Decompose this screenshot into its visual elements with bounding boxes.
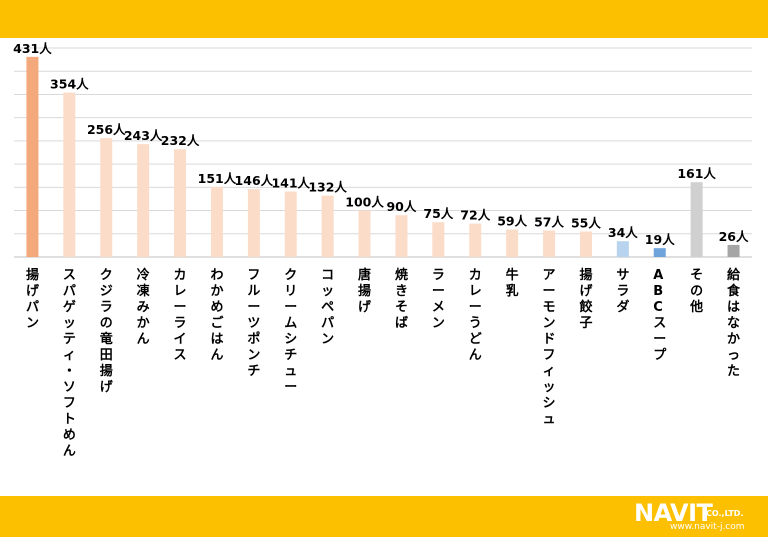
bar [543, 230, 556, 257]
bar [506, 229, 519, 257]
bar [395, 215, 408, 257]
category-label: フルーツポンチ [247, 268, 260, 379]
bar [26, 56, 39, 257]
bar [690, 182, 703, 257]
data-label: 132人 [308, 180, 347, 195]
bar [616, 241, 629, 257]
navit-logo: NAVIT CO.,LTD. www.navit-j.com [632, 500, 762, 534]
bar [174, 149, 187, 257]
category-label: ラーメン [432, 268, 445, 331]
data-label: 57人 [534, 215, 564, 230]
bar [137, 144, 150, 257]
category-label: コッペパン [321, 268, 334, 347]
data-label: 243人 [124, 128, 163, 143]
data-label: 100人 [345, 195, 384, 210]
category-label: 揚げパン [26, 267, 40, 331]
category-label: 唐揚げ [358, 267, 372, 315]
data-label: 55人 [571, 215, 601, 230]
data-label: 161人 [677, 166, 716, 181]
data-label: 431人 [13, 41, 52, 56]
logo-url: www.navit-j.com [670, 522, 745, 532]
data-label: 141人 [271, 176, 310, 191]
category-label: クリームシチュー [284, 268, 297, 395]
category-label: 給食はなかった [727, 267, 741, 379]
category-label: 焼きそば [395, 267, 408, 331]
data-label: 19人 [645, 232, 675, 247]
data-label: 72人 [460, 208, 490, 223]
category-label: A B C スープ [653, 268, 667, 363]
bar [247, 189, 260, 257]
data-label: 59人 [497, 214, 527, 229]
bar [653, 248, 666, 257]
category-label: 冷凍みかん [137, 267, 151, 347]
data-label: 90人 [386, 199, 416, 214]
data-label: 151人 [198, 171, 237, 186]
category-label: アーモンドフィッシュ [543, 268, 556, 427]
category-label: サラダ [616, 268, 629, 315]
data-label: 75人 [423, 206, 453, 221]
category-label: カレーライス [174, 268, 187, 363]
category-label: スパゲッティ・ソフトめん [63, 268, 76, 459]
bar [358, 210, 371, 257]
logo-suffix: CO.,LTD. [706, 509, 744, 518]
bar [727, 244, 740, 257]
data-label: 232人 [161, 133, 200, 148]
bar [579, 231, 592, 257]
data-label: 146人 [235, 173, 274, 188]
bottom-banner [0, 496, 768, 537]
data-label: 34人 [608, 225, 638, 240]
data-label: 26人 [719, 229, 749, 244]
bar [284, 191, 297, 257]
bar [469, 223, 482, 257]
category-label: カレーうどん [469, 268, 482, 363]
data-label: 354人 [50, 77, 89, 92]
bar [210, 186, 223, 257]
category-label: わかめごはん [210, 268, 224, 363]
data-label: 256人 [87, 122, 126, 137]
bar [432, 222, 445, 257]
logo-name: NAVIT [634, 499, 713, 527]
category-label: 牛乳 [506, 267, 519, 299]
bar [63, 92, 76, 257]
category-label: クジラの竜田揚げ [100, 268, 114, 395]
category-label: 揚げ餃子 [579, 267, 593, 331]
category-label: その他 [689, 268, 703, 315]
top-banner [0, 0, 768, 38]
bar [100, 138, 113, 257]
bar [321, 195, 334, 257]
